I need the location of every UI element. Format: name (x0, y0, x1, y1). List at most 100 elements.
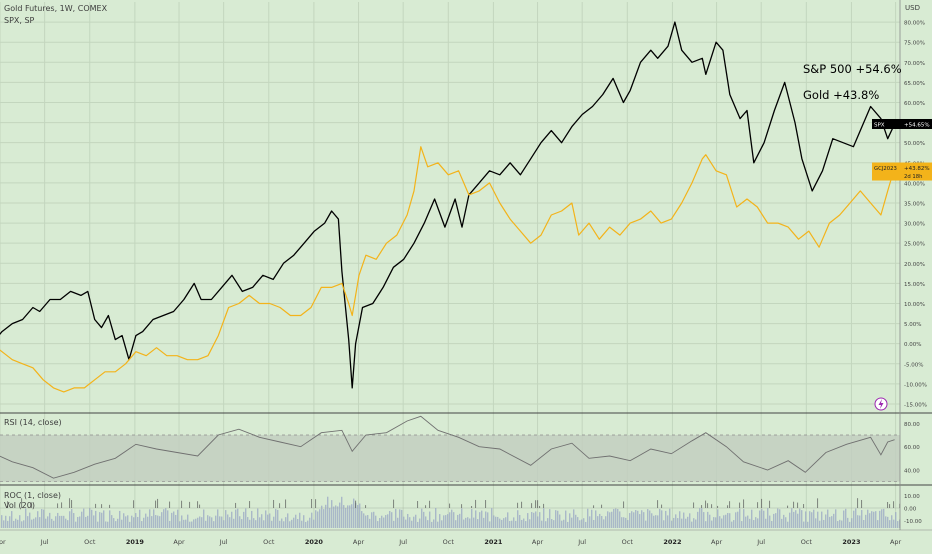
lightning-icon-bolt (878, 399, 884, 409)
volume-bar (289, 521, 291, 528)
volume-bar (711, 520, 713, 528)
volume-bar (849, 521, 851, 528)
gold-annotation: Gold +43.8% (803, 88, 880, 102)
volume-bar (881, 509, 883, 528)
volume-bar (639, 514, 641, 528)
volume-bar (523, 518, 525, 528)
volume-bar (747, 515, 749, 528)
volume-bar (887, 516, 889, 528)
volume-bar (89, 508, 91, 528)
rsi-pane (0, 415, 900, 483)
volume-bar (355, 502, 357, 528)
volume-bar (891, 515, 893, 528)
main-series-legend[interactable]: Gold Futures, 1W, COMEX (4, 4, 108, 13)
volume-bar (593, 519, 595, 528)
volume-bar (183, 519, 185, 528)
volume-bar (823, 519, 825, 528)
x-tick-label: Apr (890, 538, 902, 546)
volume-bar (345, 507, 347, 528)
volume-bar (787, 521, 789, 528)
lightning-icon[interactable] (874, 397, 888, 411)
volume-bar (535, 511, 537, 528)
volume-bar (749, 518, 751, 528)
volume-bar (165, 508, 167, 528)
volume-bar (211, 517, 213, 528)
volume-bar (871, 511, 873, 528)
compare-series-legend[interactable]: SPX, SP (4, 16, 35, 25)
x-tick-label: Oct (443, 538, 455, 546)
volume-bar (53, 520, 55, 528)
volume-bar (543, 508, 545, 528)
volume-bar (423, 511, 425, 528)
volume-bar (555, 510, 557, 528)
volume-bar (67, 520, 69, 528)
volume-bar (399, 509, 401, 528)
volume-bar (671, 520, 673, 528)
volume-bar (587, 508, 589, 528)
volume-bar (21, 521, 23, 528)
volume-bar (761, 508, 763, 528)
volume-bar (1, 515, 3, 528)
volume-bar (315, 510, 317, 528)
volume-bar (359, 503, 361, 528)
volume-bar (879, 510, 881, 528)
volume-bar (161, 512, 163, 528)
x-tick-label: Apr (173, 538, 185, 546)
volume-bar (683, 512, 685, 528)
volume-legend[interactable]: Vol (20) (4, 501, 35, 510)
volume-bar (627, 520, 629, 528)
volume-bar (407, 513, 409, 528)
volume-bar (235, 509, 237, 528)
volume-bar (813, 509, 815, 528)
volume-bar (311, 512, 313, 528)
volume-bar (713, 517, 715, 528)
volume-bar (699, 508, 701, 528)
volume-bar (405, 519, 407, 528)
volume-bar (69, 511, 71, 528)
volume-bar (565, 510, 567, 528)
currency-label: USD (905, 4, 920, 12)
volume-bar (767, 508, 769, 528)
roc-tick-label: 10.00 (904, 494, 920, 500)
volume-bar (175, 514, 177, 528)
rsi-legend[interactable]: RSI (14, close) (4, 418, 62, 427)
roc-legend[interactable]: ROC (1, close) (4, 491, 62, 500)
volume-bar (377, 521, 379, 528)
volume-bar (607, 511, 609, 528)
volume-bar (559, 514, 561, 528)
volume-bar (659, 508, 661, 528)
volume-bar (663, 520, 665, 528)
spx-badge-value: +54.65% (904, 122, 930, 128)
volume-bar (393, 520, 395, 528)
volume-bar (841, 520, 843, 528)
volume-bar (389, 510, 391, 528)
volume-bar (867, 509, 869, 528)
volume-bar (771, 520, 773, 528)
volume-bar (427, 520, 429, 528)
volume-bar (595, 510, 597, 528)
volume-bar (133, 517, 135, 528)
volume-bar (285, 517, 287, 528)
volume-bar (11, 511, 13, 528)
volume-bar (845, 508, 847, 528)
volume-bar (601, 515, 603, 528)
x-tick-label: 2023 (842, 538, 860, 546)
volume-bar (599, 513, 601, 528)
volume-bar (25, 508, 27, 528)
volume-bar (561, 520, 563, 528)
volume-bar (87, 515, 89, 528)
volume-bar (45, 518, 47, 528)
volume-bar (817, 511, 819, 528)
x-tick-label: Oct (622, 538, 634, 546)
volume-bar (327, 496, 329, 528)
volume-bar (831, 516, 833, 528)
volume-bar (859, 515, 861, 528)
volume-bar (365, 515, 367, 528)
volume-bar (107, 521, 109, 528)
volume-bar (181, 515, 183, 528)
rsi-line (0, 415, 895, 479)
volume-bar (243, 511, 245, 528)
volume-bar (583, 518, 585, 528)
volume-bar (403, 516, 405, 528)
